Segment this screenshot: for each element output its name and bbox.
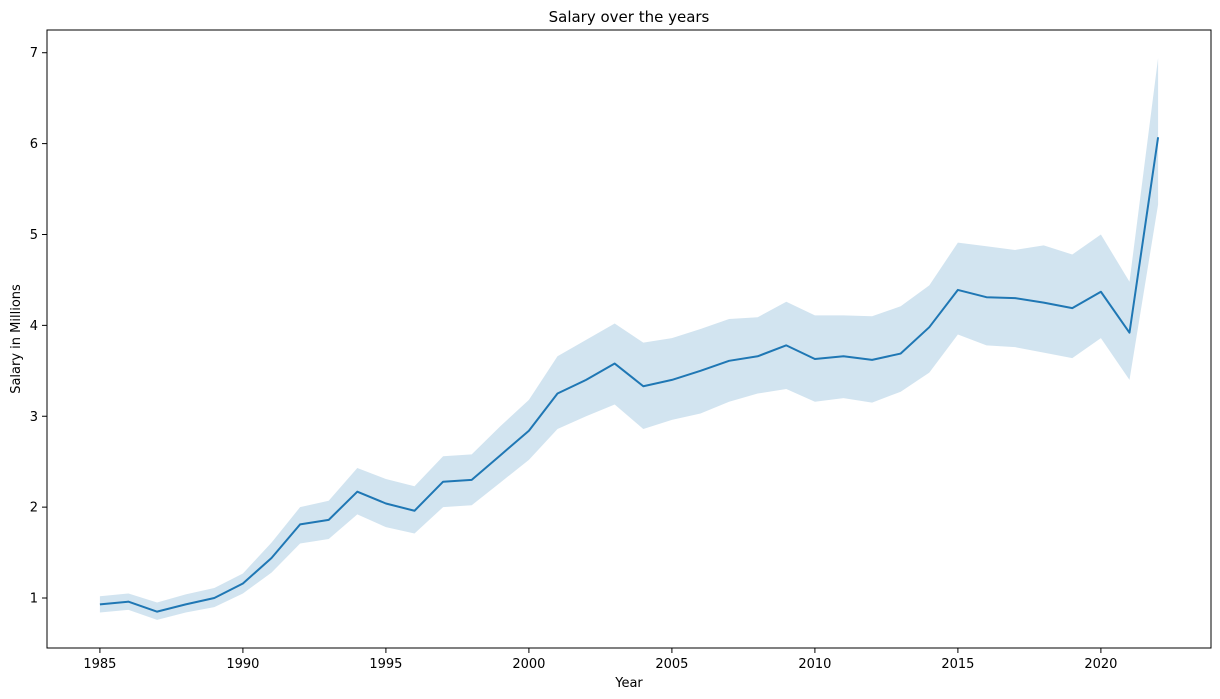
x-tick-label: 1990 <box>226 657 259 672</box>
x-axis-ticks: 1985 1990 1995 2000 2005 2010 2015 2020 <box>83 648 1117 672</box>
y-axis-ticks: 1 2 3 4 5 6 7 <box>30 46 47 607</box>
x-axis-label: Year <box>614 676 643 691</box>
confidence-band-layer <box>99 58 1159 620</box>
x-tick-label: 2005 <box>655 657 688 672</box>
confidence-band <box>99 58 1159 620</box>
chart-title: Salary over the years <box>549 8 710 26</box>
series-line-layer <box>99 137 1160 613</box>
series-line <box>99 137 1160 613</box>
y-tick-label: 2 <box>30 501 38 516</box>
x-tick-label: 2000 <box>512 657 545 672</box>
y-tick-label: 6 <box>30 137 38 152</box>
y-tick-label: 4 <box>30 319 38 334</box>
x-tick-label: 2020 <box>1084 657 1117 672</box>
y-tick-label: 7 <box>30 46 38 61</box>
y-tick-label: 3 <box>30 410 38 425</box>
y-tick-label: 1 <box>30 592 38 607</box>
y-axis-label: Salary in Millions <box>9 284 24 394</box>
y-tick-label: 5 <box>30 228 38 243</box>
x-tick-label: 1995 <box>369 657 402 672</box>
x-tick-label: 2015 <box>941 657 974 672</box>
plot-frame <box>46 29 1212 649</box>
x-tick-label: 2010 <box>798 657 831 672</box>
x-tick-label: 1985 <box>83 657 116 672</box>
